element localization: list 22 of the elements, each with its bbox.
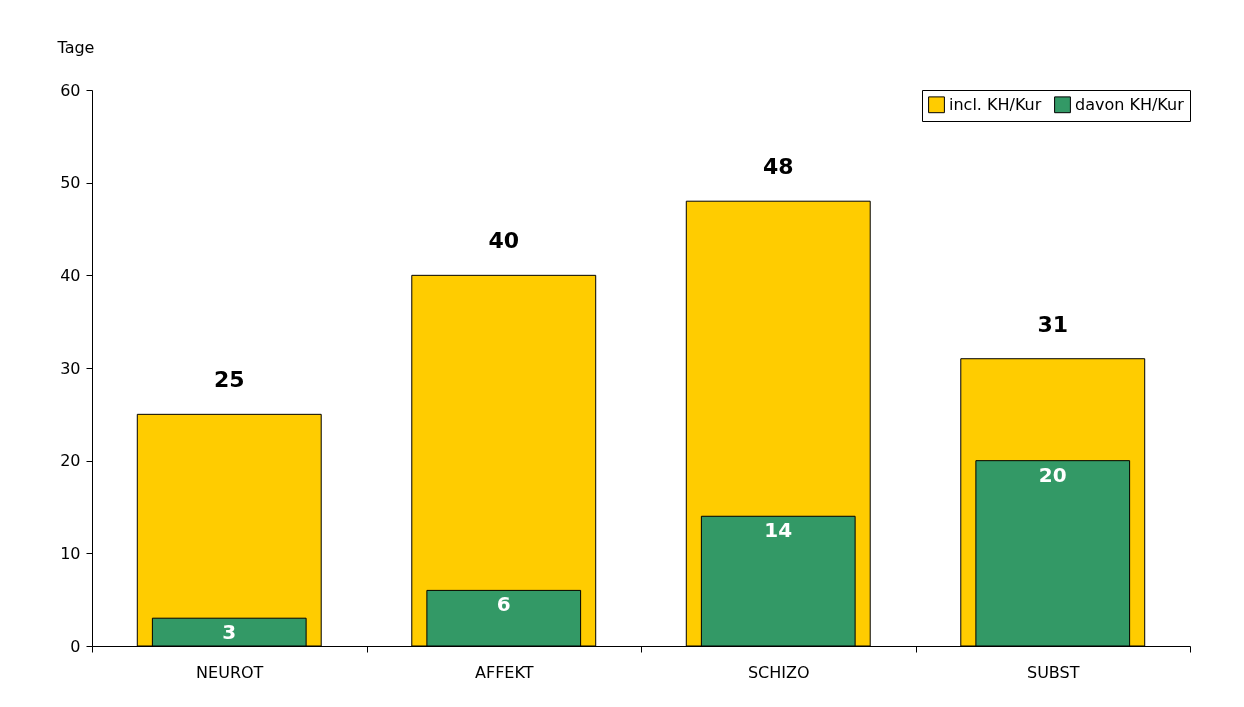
x-tick-label: AFFEKT [475, 662, 534, 682]
legend-label: davon KH/Kur [1075, 94, 1185, 114]
y-tick-label: 40 [60, 265, 81, 285]
data-label: 6 [496, 592, 511, 617]
data-label: 3 [222, 620, 237, 645]
y-tick-label: 0 [70, 636, 81, 656]
x-tick-label: SCHIZO [747, 662, 810, 682]
data-label: 25 [213, 367, 245, 393]
y-tick-label: 30 [60, 358, 81, 378]
y-axis-title: Tage [56, 37, 95, 57]
legend-label: incl. KH/Kur [949, 94, 1042, 114]
y-tick-label: 20 [60, 451, 81, 471]
y-tick-label: 10 [60, 543, 81, 563]
data-label: 31 [1037, 311, 1069, 337]
y-tick-label: 60 [60, 80, 81, 100]
data-label: 40 [488, 228, 520, 254]
y-tick-label: 50 [60, 173, 81, 193]
data-label: 20 [1038, 462, 1067, 487]
data-label: 48 [762, 154, 794, 180]
x-tick-label: NEUROT [196, 662, 264, 682]
x-tick-label: SUBST [1027, 662, 1080, 682]
data-label: 14 [764, 518, 793, 543]
